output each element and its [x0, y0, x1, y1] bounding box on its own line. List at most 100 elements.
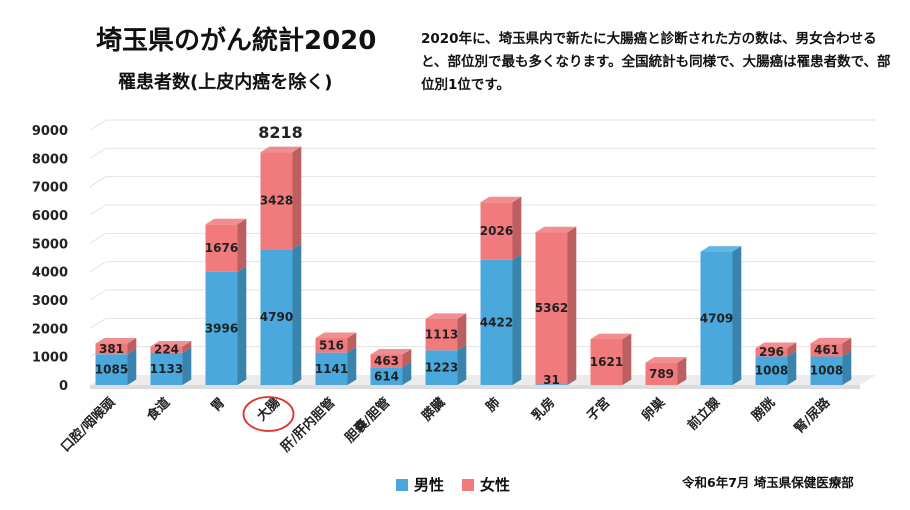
bar-cap-top — [535, 226, 577, 233]
x-category-label: 胃 — [209, 395, 229, 415]
gridline-depth — [89, 289, 107, 301]
data-label-male: 4422 — [480, 315, 513, 329]
bar-female-front — [425, 318, 458, 351]
data-label-female: 5362 — [535, 301, 568, 315]
gridline-depth — [89, 204, 107, 216]
x-category-label: 腎/尿路 — [791, 394, 834, 437]
bar-male-side — [457, 344, 467, 385]
bar-female-side — [237, 218, 247, 272]
x-category-label: 胆嚢/胆管 — [342, 395, 393, 446]
legend-swatch-female — [462, 478, 475, 491]
bar-female-side — [292, 146, 302, 250]
bar-female-side — [622, 333, 632, 385]
data-label-female: 789 — [649, 367, 674, 381]
data-label-male: 1141 — [315, 362, 348, 376]
data-label-male: 3996 — [205, 321, 238, 335]
bar-male-side — [182, 347, 192, 385]
data-label-male: 1008 — [755, 364, 788, 378]
data-label-female: 296 — [759, 345, 784, 359]
data-label-female: 1676 — [205, 241, 238, 255]
bar-female-front — [150, 346, 183, 353]
x-category-label: 膵臓 — [419, 395, 449, 425]
x-category-label: 乳房 — [529, 395, 559, 425]
y-tick-label: 6000 — [32, 209, 68, 224]
bar-male-front — [700, 251, 733, 385]
bar-female-side — [567, 226, 577, 385]
chart-floor-edge — [90, 385, 860, 389]
bar-male-side — [842, 350, 852, 385]
data-label-female: 224 — [154, 343, 179, 357]
legend-label-male: 男性 — [414, 476, 445, 494]
bar-cap-top — [260, 146, 302, 153]
chart-note: 2020年に、埼玉県内で新たに大腸癌と診断された方の数は、男女合わせると、部位別… — [421, 31, 891, 93]
x-category-label: 子宮 — [584, 395, 614, 425]
bar-female-front — [810, 343, 843, 357]
bar-female-front — [370, 354, 403, 368]
bar-male-front — [810, 356, 843, 385]
y-tick-label: 0 — [59, 379, 68, 394]
bar-cap-top — [425, 313, 467, 319]
x-category-label: 卵巣 — [639, 394, 669, 424]
bar-female-side — [182, 341, 192, 353]
bar-cap-top — [755, 342, 797, 349]
bar-male-side — [402, 362, 412, 385]
bar-cap-top — [645, 357, 687, 363]
bar-female-front — [315, 338, 348, 353]
legend-swatch-male — [396, 478, 408, 491]
bar-cap-top — [370, 348, 412, 355]
y-tick-label: 4000 — [32, 266, 68, 281]
x-category-label: 口腔/咽喉頭 — [58, 394, 119, 455]
data-label-female: 1113 — [425, 328, 458, 342]
data-label-male: 1133 — [150, 362, 183, 376]
bar-female-front — [590, 339, 623, 385]
bar-cap-top — [150, 341, 192, 347]
bar-female-side — [512, 196, 522, 260]
bar-male-front — [205, 271, 238, 385]
data-label-female: 461 — [814, 343, 839, 357]
bar-cap-top — [810, 337, 852, 344]
y-tick-label: 3000 — [32, 294, 68, 309]
bar-male-side — [732, 246, 742, 385]
gridline-depth — [89, 119, 107, 131]
x-category-label: 前立腺 — [684, 394, 724, 434]
gridline-depth — [89, 317, 107, 329]
bar-female-side — [842, 337, 852, 357]
bar-female-front — [480, 202, 513, 260]
bar-male-front — [370, 367, 403, 385]
bar-female-front — [260, 152, 293, 250]
chart-subtitle: 罹患者数(上皮内癌を除く) — [118, 72, 333, 93]
total-annotation: 8218 — [258, 123, 303, 142]
bar-male-front — [480, 259, 513, 385]
data-label-male: 1223 — [425, 361, 458, 375]
bar-female-front — [535, 232, 568, 385]
chart-legend: 男性 女性 — [396, 474, 510, 495]
legend-item-female: 女性 — [462, 474, 510, 495]
data-label-male: 4790 — [260, 310, 293, 324]
gridline-depth — [89, 147, 107, 159]
data-label-male: 4709 — [700, 311, 733, 325]
data-label-male: 614 — [374, 369, 399, 383]
y-tick-label: 8000 — [32, 152, 68, 167]
bar-cap-top — [590, 333, 632, 340]
bar-male-front — [150, 352, 183, 385]
data-label-male: 1008 — [810, 364, 843, 378]
legend-item-male: 男性 — [396, 474, 444, 495]
bar-female-front — [645, 362, 678, 385]
gridline-depth — [89, 176, 107, 188]
x-category-label: 食道 — [144, 395, 174, 425]
gridline-depth — [89, 261, 107, 273]
bar-female-front — [95, 343, 128, 355]
y-tick-label: 5000 — [32, 237, 68, 252]
y-tick-label: 9000 — [32, 124, 68, 139]
bar-male-front — [260, 249, 293, 385]
bar-female-side — [402, 348, 412, 368]
bar-male-front — [535, 384, 568, 385]
data-label-female: 1621 — [590, 355, 623, 369]
bar-female-front — [205, 224, 238, 272]
bar-male-side — [127, 348, 137, 385]
bar-cap-top — [700, 246, 742, 252]
bar-female-side — [787, 342, 797, 357]
bar-male-side — [787, 350, 797, 385]
bar-female-side — [347, 332, 357, 353]
